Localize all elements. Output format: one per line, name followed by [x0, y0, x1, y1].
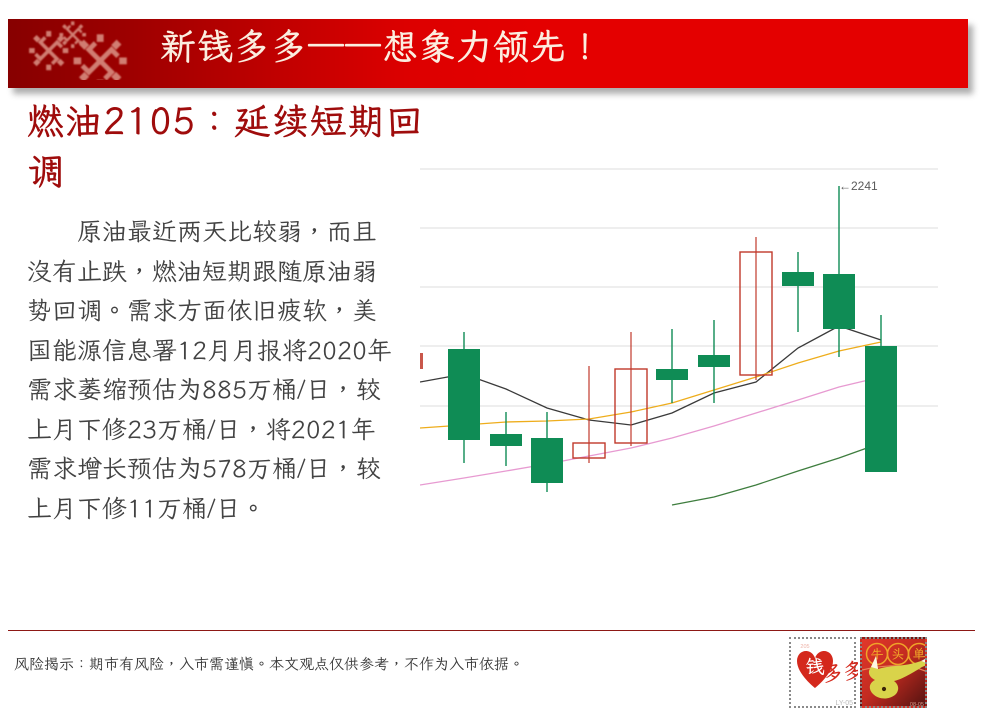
svg-text:头: 头 — [891, 646, 904, 663]
svg-text:←2241: ←2241 — [839, 179, 878, 193]
svg-text:多多: 多多 — [820, 655, 858, 687]
svg-text:08-05: 08-05 — [910, 702, 924, 708]
svg-text:牛: 牛 — [870, 646, 883, 663]
svg-text:205: 205 — [800, 644, 809, 650]
svg-text:LY-05: LY-05 — [835, 700, 853, 707]
